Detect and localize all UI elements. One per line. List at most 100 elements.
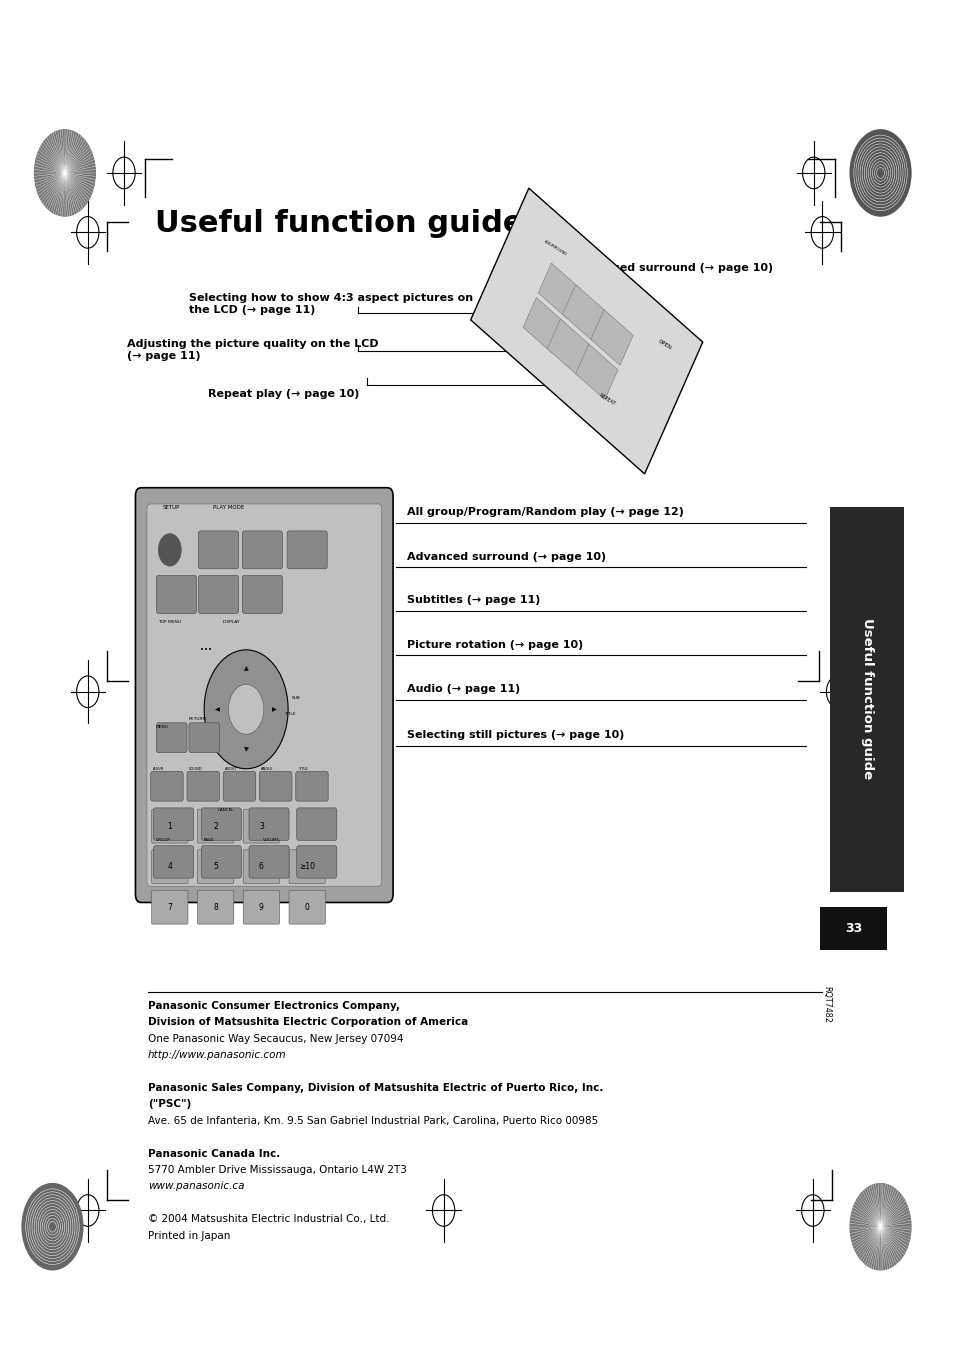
Text: ANGLE: ANGLE — [261, 767, 274, 771]
FancyBboxPatch shape — [152, 850, 188, 884]
FancyBboxPatch shape — [249, 808, 289, 840]
FancyBboxPatch shape — [147, 504, 381, 886]
Polygon shape — [562, 285, 604, 340]
Circle shape — [22, 1183, 83, 1270]
Text: http://www.panasonic.com: http://www.panasonic.com — [148, 1050, 286, 1061]
Bar — [829, 507, 903, 892]
Text: ≥10: ≥10 — [299, 862, 314, 871]
Polygon shape — [537, 263, 580, 319]
FancyBboxPatch shape — [242, 531, 282, 569]
Text: Audio (→ page 11): Audio (→ page 11) — [407, 685, 520, 694]
FancyBboxPatch shape — [156, 723, 187, 753]
Text: © 2004 Matsushita Electric Industrial Co., Ltd.: © 2004 Matsushita Electric Industrial Co… — [148, 1215, 389, 1224]
FancyBboxPatch shape — [152, 809, 188, 843]
Circle shape — [204, 650, 288, 769]
Text: RQT7482: RQT7482 — [821, 986, 830, 1023]
Text: Picture rotation (→ page 10): Picture rotation (→ page 10) — [407, 640, 583, 650]
Text: Printed in Japan: Printed in Japan — [148, 1231, 230, 1240]
Text: Panasonic Consumer Electronics Company,: Panasonic Consumer Electronics Company, — [148, 1001, 399, 1011]
Text: SUB: SUB — [292, 696, 300, 700]
Bar — [820, 907, 886, 950]
Text: TITLE: TITLE — [297, 767, 307, 771]
Text: SOUND: SOUND — [189, 767, 202, 771]
Text: ◀: ◀ — [215, 707, 220, 712]
Text: Subtitles (→ page 11): Subtitles (→ page 11) — [407, 596, 540, 605]
Text: 3: 3 — [258, 821, 264, 831]
FancyBboxPatch shape — [249, 846, 289, 878]
Text: MENU: MENU — [155, 725, 168, 730]
FancyBboxPatch shape — [135, 488, 393, 902]
Text: Division of Matsushita Electric Corporation of America: Division of Matsushita Electric Corporat… — [148, 1017, 468, 1028]
Circle shape — [849, 1183, 910, 1270]
Text: 6: 6 — [258, 862, 264, 871]
Polygon shape — [470, 188, 702, 474]
Text: 33: 33 — [844, 921, 862, 935]
Text: TOP MENU: TOP MENU — [158, 620, 181, 624]
Text: Advanced surround (→ page 10): Advanced surround (→ page 10) — [407, 553, 606, 562]
Text: Selecting still pictures (→ page 10): Selecting still pictures (→ page 10) — [407, 731, 624, 740]
FancyBboxPatch shape — [223, 771, 255, 801]
FancyBboxPatch shape — [201, 846, 241, 878]
Text: 9: 9 — [258, 902, 264, 912]
FancyBboxPatch shape — [198, 576, 238, 613]
Text: SETUP: SETUP — [162, 505, 179, 511]
Circle shape — [849, 130, 910, 216]
Text: ("PSC"): ("PSC") — [148, 1100, 191, 1109]
FancyBboxPatch shape — [296, 808, 336, 840]
FancyBboxPatch shape — [289, 890, 325, 924]
FancyBboxPatch shape — [295, 771, 328, 801]
FancyBboxPatch shape — [189, 723, 219, 753]
Text: REPEAT: REPEAT — [598, 393, 616, 407]
Text: A.SURROUND: A.SURROUND — [543, 239, 567, 257]
Polygon shape — [522, 297, 565, 353]
Circle shape — [229, 685, 263, 734]
FancyBboxPatch shape — [243, 850, 279, 884]
FancyBboxPatch shape — [153, 846, 193, 878]
FancyBboxPatch shape — [198, 531, 238, 569]
Text: A.SUR: A.SUR — [152, 767, 164, 771]
Text: OPEN: OPEN — [657, 339, 672, 351]
Text: 5: 5 — [213, 862, 218, 871]
Text: Panasonic Canada Inc.: Panasonic Canada Inc. — [148, 1148, 280, 1159]
FancyBboxPatch shape — [197, 850, 233, 884]
FancyBboxPatch shape — [296, 846, 336, 878]
FancyBboxPatch shape — [289, 850, 325, 884]
FancyBboxPatch shape — [197, 809, 233, 843]
FancyBboxPatch shape — [242, 576, 282, 613]
Text: Repeat play (→ page 10): Repeat play (→ page 10) — [208, 389, 359, 399]
FancyBboxPatch shape — [153, 808, 193, 840]
Text: TITLE: TITLE — [284, 712, 295, 716]
Text: Panasonic Sales Company, Division of Matsushita Electric of Puerto Rico, Inc.: Panasonic Sales Company, Division of Mat… — [148, 1084, 602, 1093]
Text: 8: 8 — [213, 902, 217, 912]
Text: 5770 Ambler Drive Mississauga, Ontario L4W 2T3: 5770 Ambler Drive Mississauga, Ontario L… — [148, 1165, 406, 1175]
Text: AUDIO: AUDIO — [225, 767, 237, 771]
Text: 0: 0 — [304, 902, 310, 912]
FancyBboxPatch shape — [259, 771, 292, 801]
FancyBboxPatch shape — [243, 890, 279, 924]
Polygon shape — [547, 319, 589, 374]
Circle shape — [34, 130, 95, 216]
Text: 2: 2 — [213, 821, 217, 831]
Polygon shape — [590, 309, 633, 365]
Polygon shape — [575, 345, 618, 400]
Text: RETURN: RETURN — [189, 717, 207, 721]
FancyBboxPatch shape — [152, 890, 188, 924]
Text: 4: 4 — [167, 862, 172, 871]
Text: DISPLAY: DISPLAY — [222, 620, 239, 624]
Text: CANCEL: CANCEL — [217, 808, 233, 812]
Text: ▼: ▼ — [244, 747, 248, 753]
FancyBboxPatch shape — [243, 809, 279, 843]
Text: 7: 7 — [167, 902, 172, 912]
FancyBboxPatch shape — [187, 771, 219, 801]
Text: Adjusting the picture quality on the LCD
(→ page 11): Adjusting the picture quality on the LCD… — [127, 339, 378, 361]
Text: One Panasonic Way Secaucus, New Jersey 07094: One Panasonic Way Secaucus, New Jersey 0… — [148, 1034, 403, 1044]
Text: PAGE: PAGE — [203, 838, 213, 842]
Text: GROUP: GROUP — [155, 838, 171, 842]
Text: www.panasonic.ca: www.panasonic.ca — [148, 1181, 244, 1192]
Text: VOLUME: VOLUME — [263, 838, 280, 842]
Text: Useful function guide: Useful function guide — [860, 617, 873, 780]
Text: 1: 1 — [168, 821, 172, 831]
FancyBboxPatch shape — [156, 576, 196, 613]
Text: •••: ••• — [200, 647, 213, 653]
Text: Ave. 65 de Infanteria, Km. 9.5 San Gabriel Industrial Park, Carolina, Puerto Ric: Ave. 65 de Infanteria, Km. 9.5 San Gabri… — [148, 1116, 598, 1125]
